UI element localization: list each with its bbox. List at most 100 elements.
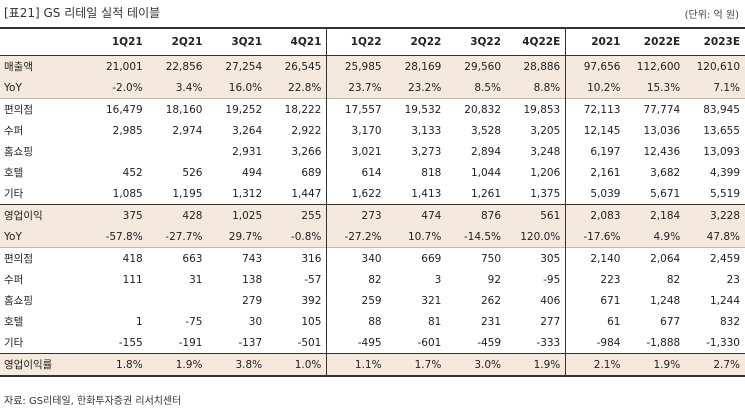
table-cell: 2.1% (565, 353, 626, 377)
table-cell: 1 (136, 315, 143, 328)
table-cell (88, 290, 148, 311)
table-cell: 392 (301, 294, 322, 307)
row-label: 호텔 (4, 167, 24, 179)
row-label: YoY (0, 77, 88, 99)
table-cell: 2,985 (112, 124, 143, 137)
table-cell: 112,600 (625, 55, 686, 77)
table-cell: -14.5% (446, 226, 507, 248)
table-cell: 305 (506, 247, 566, 269)
table-row: 호텔 1 -75 30 105 88 81 231 277 61 677 832 (0, 311, 745, 332)
table-cell: 2,083 (565, 204, 626, 226)
table-cell: 663 (147, 247, 208, 269)
table-cell: 28,169 (386, 55, 447, 77)
table-cell: 138 (242, 273, 263, 286)
table-cell: 47.8% (685, 226, 745, 248)
table-cell: 1,413 (411, 187, 442, 200)
table-cell: 1,622 (326, 183, 387, 205)
table-cell: 17,557 (326, 98, 387, 120)
table-cell: 13,036 (643, 124, 681, 137)
table-cell: 5,039 (565, 183, 626, 205)
table-cell: 97,656 (565, 55, 626, 77)
table-cell: 406 (540, 294, 561, 307)
table-row: YoY -2.0% 3.4% 16.0% 22.8% 23.7% 23.2% 8.5% 8.8%… (0, 77, 745, 99)
table-cell: 3.4% (147, 77, 208, 99)
row-label: 기타 (4, 337, 24, 349)
table-cell: 3,682 (650, 166, 681, 179)
column-header: 4Q21 (267, 27, 327, 56)
table-cell: -601 (417, 336, 442, 349)
table-cell: 19,532 (386, 98, 447, 120)
table-cell (148, 141, 208, 162)
source-note: 자료: GS리테일, 한화투자증권 리서치센터 (4, 396, 182, 407)
table-cell: 614 (326, 162, 387, 183)
table-row: 기타 -155 -191 -137 -501 -495 -601 -459 -333 -984 -1… (0, 332, 745, 354)
table-cell: 25,985 (326, 55, 387, 77)
header-row: 1Q21 2Q21 3Q21 4Q21 1Q22 2Q22 3Q22 4Q22E 2021 202… (0, 27, 745, 56)
table-cell: 2,184 (625, 204, 686, 226)
table-cell: 83,945 (685, 98, 745, 120)
table-cell: -1,888 (646, 336, 681, 349)
table-cell: 3,273 (411, 145, 442, 158)
table-row: YoY -57.8% -27.7% 29.7% -0.8% -27.2% 10.7% -14.… (0, 226, 745, 248)
table-cell: -495 (326, 332, 387, 354)
table-cell: 22.8% (267, 77, 327, 99)
table-cell: 526 (182, 166, 203, 179)
row-label: 수퍼 (4, 125, 24, 137)
table-cell: 3,264 (232, 124, 263, 137)
table-cell: 23 (726, 273, 740, 286)
table-cell: 3,248 (530, 145, 561, 158)
table-cell: 561 (506, 204, 566, 226)
table-cell: 1.8% (88, 353, 148, 377)
table-cell: 29.7% (207, 226, 268, 248)
table-cell: 88 (326, 311, 387, 332)
column-header: 4Q22E (506, 27, 566, 56)
table-cell: 77,774 (625, 98, 686, 120)
row-label: 기타 (4, 188, 24, 200)
table-cell: -57.8% (88, 226, 148, 248)
table-cell: 7.1% (685, 77, 745, 99)
table-cell: 1,375 (530, 187, 561, 200)
table-cell: 31 (189, 273, 203, 286)
table-row: 매출액 21,001 22,856 27,254 26,545 25,985 28,169 2… (0, 55, 745, 77)
row-label: 영업이익률 (0, 353, 88, 377)
table-row: 기타 1,085 1,195 1,312 1,447 1,622 1,413 1,261 1,3… (0, 183, 745, 205)
table-cell: 677 (660, 315, 681, 328)
table-cell: 1.9% (625, 353, 686, 377)
table-cell: 279 (242, 294, 263, 307)
table-cell: 3 (434, 273, 442, 286)
table-cell: 818 (421, 166, 442, 179)
table-row: 홈쇼핑 2,931 3,266 3,021 3,273 2,894 3,248 6,197 12… (0, 141, 745, 162)
table-cell: 5,671 (650, 187, 681, 200)
table-title: [표21] GS 리테일 실적 테이블 (4, 6, 161, 20)
table-cell: 105 (301, 315, 322, 328)
table-cell: -17.6% (565, 226, 626, 248)
table-cell: 5,519 (709, 187, 740, 200)
table-cell: 474 (386, 204, 447, 226)
table-cell: 375 (88, 204, 148, 226)
table-cell: 18,222 (267, 98, 327, 120)
table-cell: 259 (326, 290, 387, 311)
column-header: 2023E (685, 27, 745, 56)
table-cell: 111 (122, 273, 143, 286)
table-cell: 1,025 (207, 204, 268, 226)
table-cell: 3,021 (326, 141, 387, 162)
table-cell: 27,254 (207, 55, 268, 77)
table-cell: 2.7% (685, 353, 745, 377)
table-cell: -27.2% (326, 226, 387, 248)
table-cell: 23.2% (386, 77, 447, 99)
table-cell: 29,560 (446, 55, 507, 77)
table-cell: 8.8% (506, 77, 566, 99)
table-cell: 19,252 (207, 98, 268, 120)
table-cell: 316 (267, 247, 327, 269)
table-cell: 26,545 (267, 55, 327, 77)
header-label-cell (0, 27, 88, 56)
table-cell: -57 (304, 273, 322, 286)
table-row: 수퍼 2,985 2,974 3,264 2,922 3,170 3,133 3,528 3,2… (0, 120, 745, 141)
table-row: 영업이익 375 428 1,025 255 273 474 876 561 2,083 2,184… (0, 204, 745, 226)
table-cell: 18,160 (147, 98, 208, 120)
row-label: YoY (0, 226, 88, 248)
table-cell: 120,610 (685, 55, 745, 77)
table-cell: 428 (147, 204, 208, 226)
table-cell: 2,161 (565, 162, 626, 183)
table-cell: 12,145 (565, 120, 626, 141)
